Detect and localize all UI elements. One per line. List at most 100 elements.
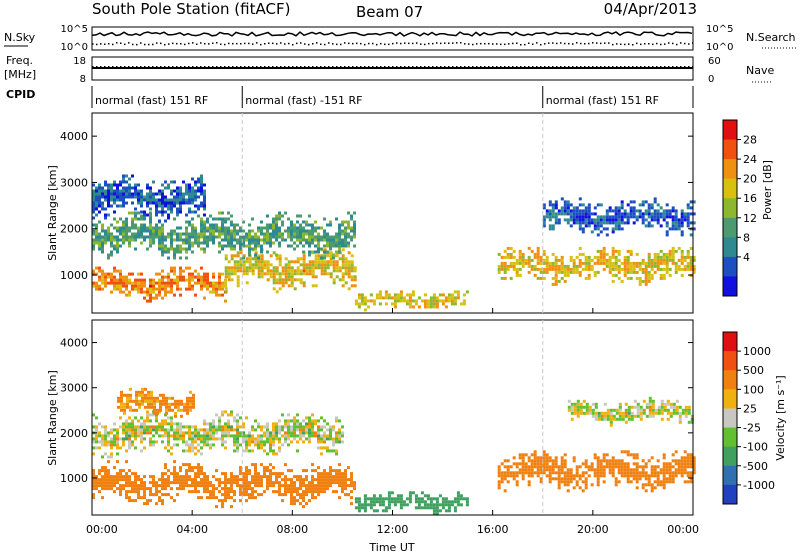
velocity-cell <box>194 490 197 494</box>
power-cell <box>212 275 215 279</box>
velocity-cell <box>113 428 116 432</box>
velocity-cell <box>296 449 299 453</box>
power-cell <box>635 276 639 280</box>
power-cell <box>116 220 119 224</box>
velocity-cell <box>263 434 266 438</box>
power-band-5 <box>92 174 206 223</box>
velocity-cell <box>450 500 454 504</box>
velocity-cell <box>137 478 140 482</box>
power-cell <box>98 269 101 273</box>
power-cell <box>605 261 609 265</box>
power-cell <box>369 293 373 297</box>
power-cell <box>545 209 549 213</box>
power-cell <box>569 212 573 216</box>
velocity-cell <box>140 484 143 488</box>
nsearch-point <box>436 42 438 44</box>
power-cell <box>185 189 188 193</box>
power-cell <box>680 212 684 216</box>
velocity-cell <box>578 474 582 478</box>
power-cell <box>107 238 110 242</box>
power-cell <box>239 260 243 264</box>
velocity-cell <box>563 462 567 466</box>
velocity-cell <box>302 419 305 423</box>
velocity-cell <box>608 459 612 463</box>
velocity-cell <box>197 472 200 476</box>
velocity-cell <box>125 422 128 426</box>
velocity-cell <box>272 425 275 429</box>
velocity-cell <box>110 428 113 432</box>
velocity-cell <box>317 490 320 494</box>
power-cell <box>227 275 231 279</box>
velocity-cell <box>435 512 439 516</box>
power-cell <box>266 238 269 242</box>
velocity-cell <box>281 413 284 417</box>
power-cell <box>611 246 615 250</box>
velocity-cell <box>635 471 639 475</box>
velocity-cell <box>323 431 326 435</box>
power-cell <box>203 223 206 227</box>
velocity-cell <box>107 472 110 476</box>
velocity-cell <box>578 477 582 481</box>
power-cell <box>98 183 101 187</box>
power-cell <box>629 270 633 274</box>
velocity-cell <box>233 449 236 453</box>
velocity-cell <box>119 484 122 488</box>
velocity-cell <box>387 497 391 501</box>
velocity-cell <box>254 466 257 470</box>
nave-point <box>300 66 302 68</box>
nsearch-point <box>196 43 198 45</box>
power-cell <box>569 270 573 274</box>
power-cell <box>224 278 227 282</box>
power-cell <box>215 235 218 239</box>
power-cell <box>620 261 624 265</box>
power-cell <box>254 238 257 242</box>
power-cell <box>116 186 119 190</box>
power-cell <box>281 269 285 273</box>
velocity-cell <box>323 481 326 485</box>
velocity-cell <box>281 493 284 497</box>
velocity-cell <box>263 425 266 429</box>
velocity-cell <box>683 462 687 466</box>
power-cell <box>203 204 206 208</box>
power-cell <box>644 273 648 277</box>
power-cell <box>500 255 504 259</box>
power-cell <box>638 203 642 207</box>
velocity-cell <box>641 459 645 463</box>
velocity-cell <box>203 481 206 485</box>
velocity-cell <box>185 469 188 473</box>
power-cell <box>512 264 516 268</box>
power-cell <box>447 299 451 303</box>
power-cell <box>314 263 318 267</box>
power-cell <box>572 209 576 213</box>
velocity-cell <box>357 500 361 504</box>
power-cell <box>575 264 579 268</box>
velocity-cell <box>275 437 278 441</box>
velocity-cell <box>644 477 648 481</box>
power-cell <box>611 215 615 219</box>
power-cell <box>344 232 347 236</box>
power-cell <box>158 198 161 202</box>
velocity-cell <box>686 459 690 463</box>
power-cell <box>140 229 143 233</box>
power-cell <box>320 272 324 276</box>
power-cell <box>341 244 344 248</box>
power-cell <box>113 235 116 239</box>
velocity-cell <box>125 434 128 438</box>
colorbar-tick-label: -25 <box>743 422 761 435</box>
power-cell <box>429 299 433 303</box>
power-cell <box>134 217 137 221</box>
colorbar-swatch <box>723 159 737 180</box>
velocity-cell <box>153 402 156 406</box>
power-cell <box>548 212 552 216</box>
power-cell <box>233 226 236 230</box>
power-cell <box>176 287 179 291</box>
power-cell <box>560 206 564 210</box>
power-cell <box>539 258 543 262</box>
power-cell <box>575 218 579 222</box>
velocity-cell <box>584 483 588 487</box>
velocity-cell <box>150 402 153 406</box>
velocity-cell <box>233 475 236 479</box>
power-cell <box>191 195 194 199</box>
velocity-cell <box>650 474 654 478</box>
